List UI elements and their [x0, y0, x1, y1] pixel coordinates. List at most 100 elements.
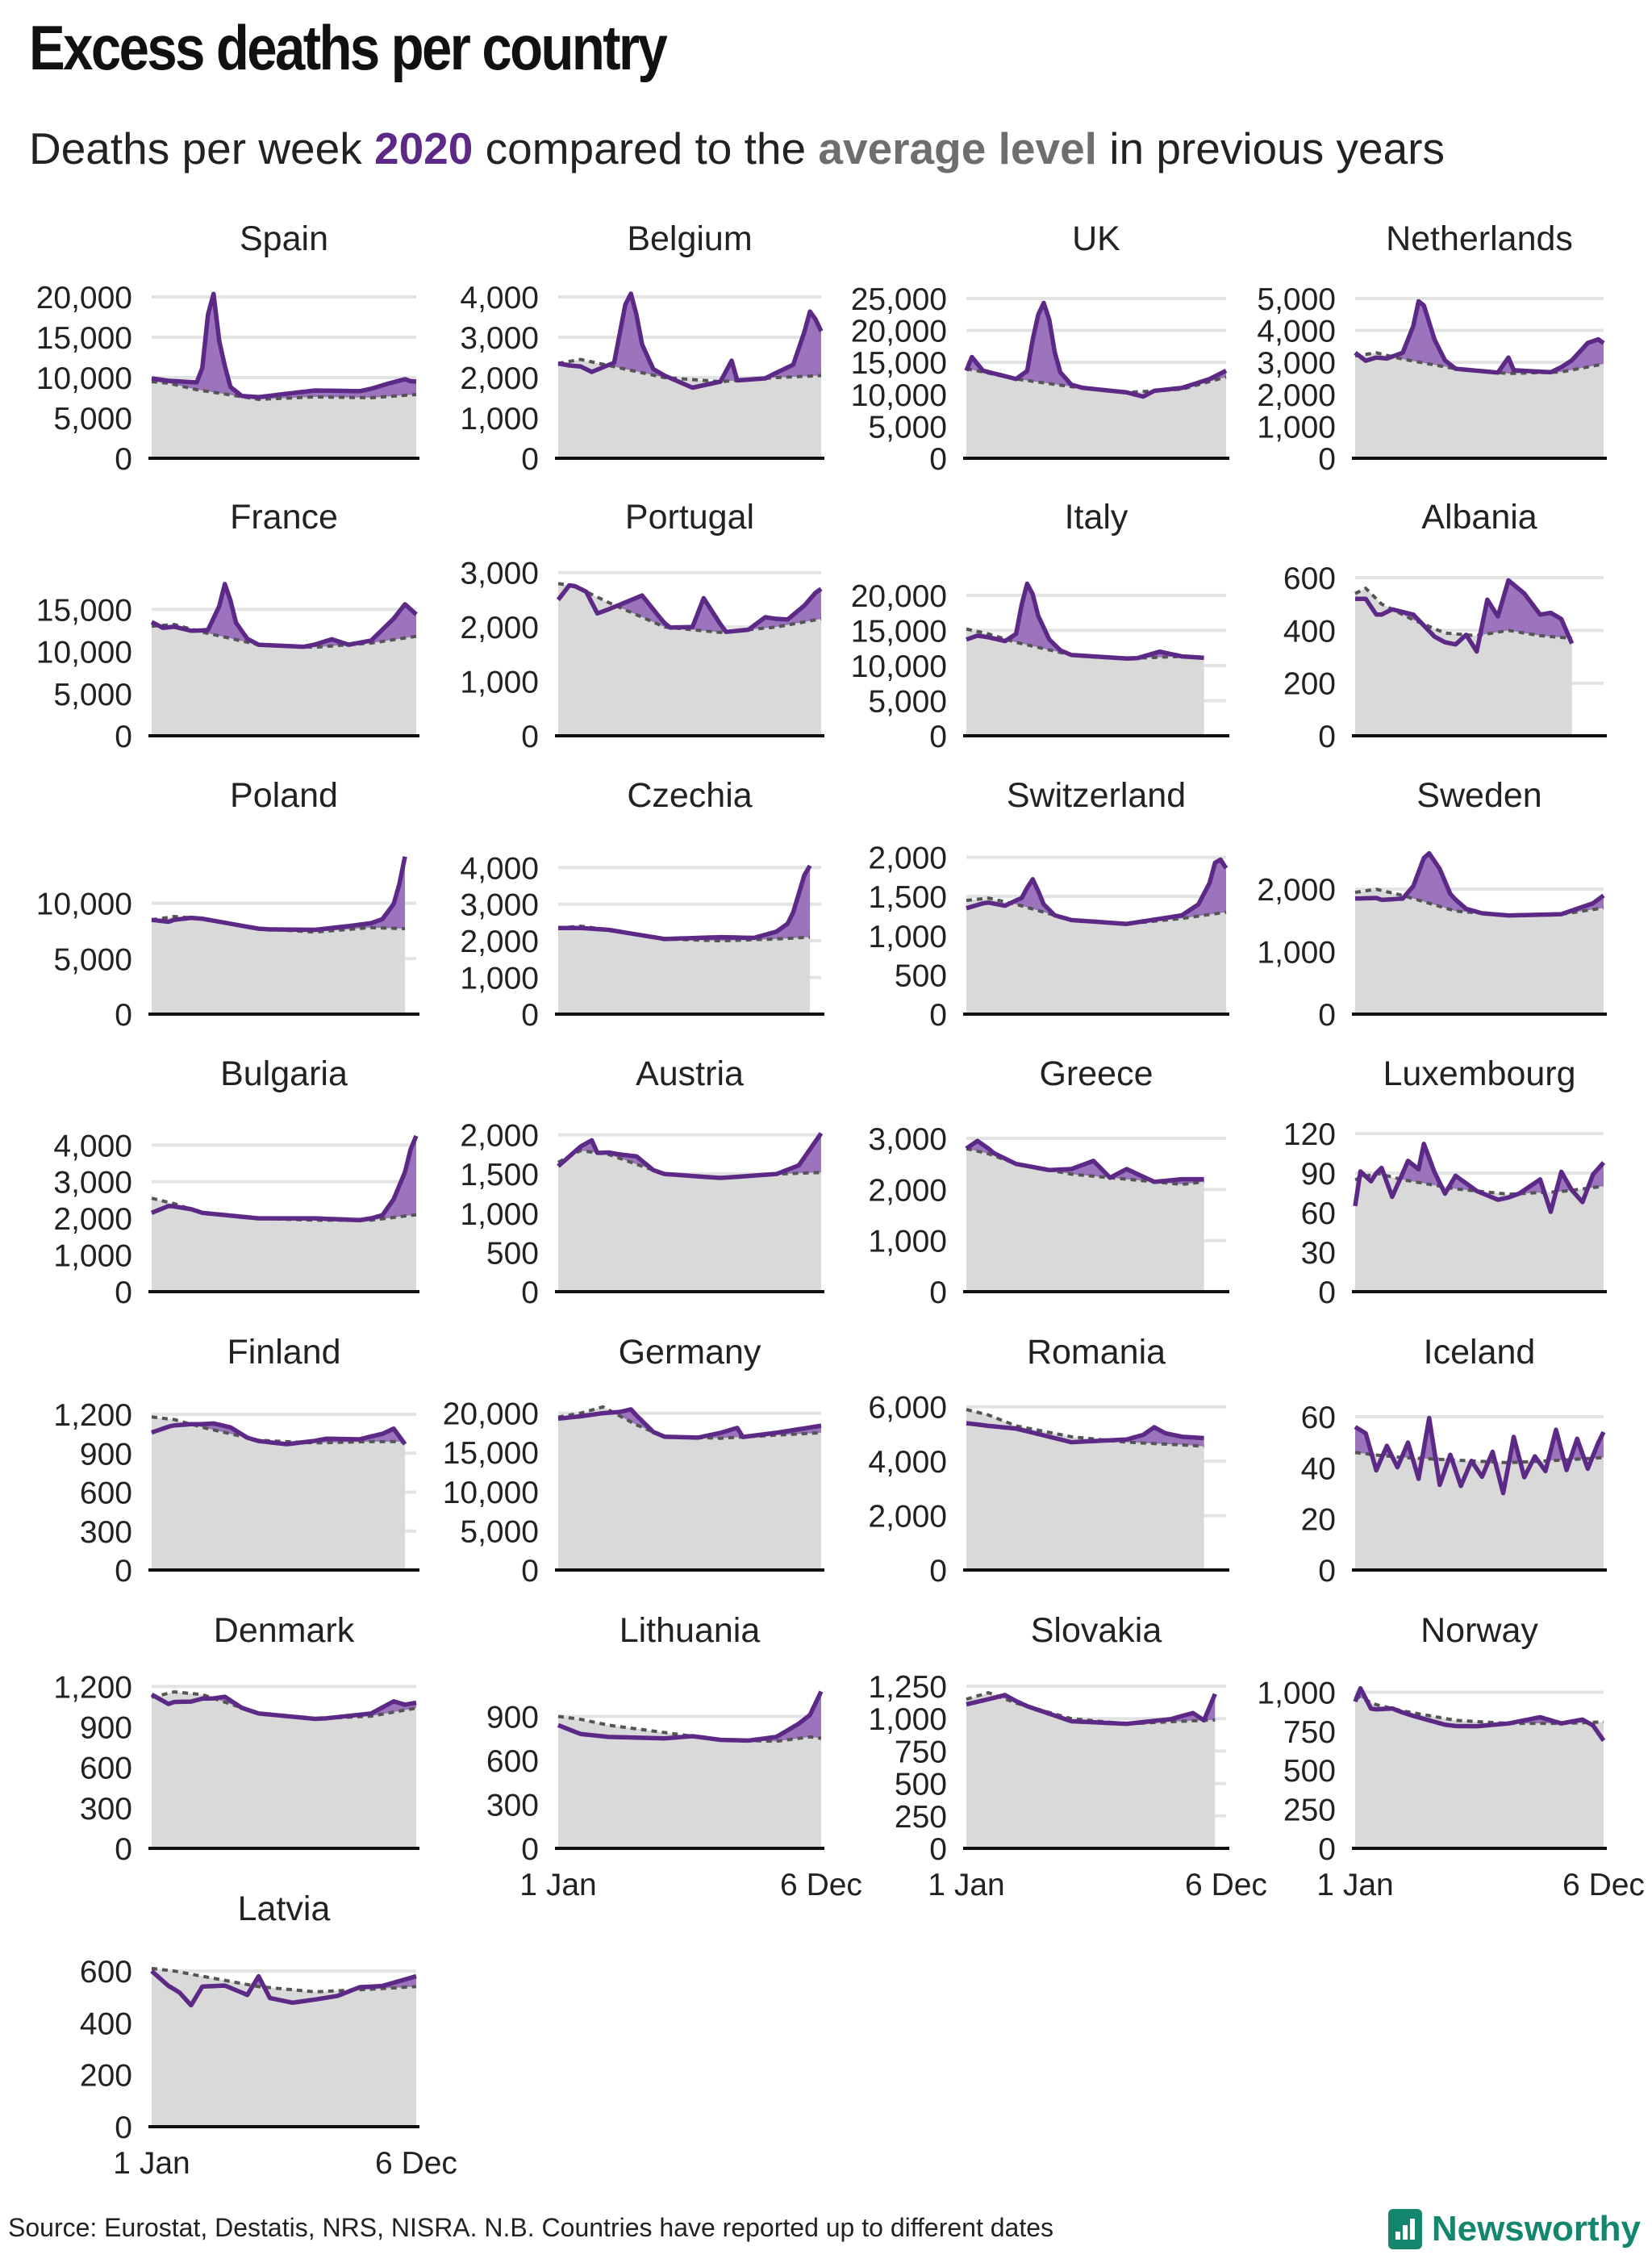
source-note: Source: Eurostat, Destatis, NRS, NISRA. …: [8, 2213, 1054, 2242]
average-level-line: [557, 357, 822, 384]
brand-logo[interactable]: Newsworthy: [1387, 2209, 1641, 2249]
y-tick-label: 3,000: [53, 1166, 132, 1200]
y-tick-label: 10,000: [851, 378, 947, 413]
deaths-2020-line: [1354, 850, 1605, 918]
y-tick-label: 0: [929, 1554, 947, 1589]
y-tick-label: 1,250: [868, 1670, 947, 1705]
y-tick-label: 3,000: [868, 1122, 947, 1157]
y-tick-label: 20,000: [851, 315, 947, 349]
panel-finland: Finland 0 300 600 900 1,200: [53, 1333, 419, 1589]
y-tick-label: 0: [115, 998, 132, 1033]
baseline-area: [1355, 1452, 1604, 1570]
panel-norway: Norway 0 250 500 750 1,000 1 Jan 6 Dec: [1257, 1611, 1645, 1902]
y-tick-label: 600: [80, 1955, 132, 1990]
baseline-area: [152, 917, 406, 1014]
y-tick-label: 1,000: [1257, 1676, 1336, 1710]
y-tick-label: 2,000: [460, 361, 539, 396]
panel-iceland: Iceland 0 20 40 60: [1301, 1333, 1607, 1589]
baseline-area: [966, 1693, 1216, 1848]
y-tick-label: 0: [1318, 998, 1336, 1033]
y-tick-label: 1,000: [1257, 410, 1336, 445]
x-tick-label-start: 1 Jan: [1316, 1868, 1393, 1902]
baseline-area: [152, 1968, 416, 2127]
baseline-area: [152, 1198, 416, 1292]
deaths-2020-line: [558, 864, 812, 942]
deaths-2020-line: [150, 582, 418, 649]
y-tick-label: 30: [1301, 1236, 1336, 1271]
y-tick-label: 1,200: [53, 1398, 132, 1433]
panel-title-latvia: Latvia: [238, 1889, 331, 1928]
panel-germany: Germany 0 5,000 10,000 15,000 20,000: [443, 1333, 824, 1589]
y-tick-label: 900: [80, 1711, 132, 1746]
x-tick-label-start: 1 Jan: [113, 2146, 190, 2181]
y-tick-label: 4,000: [53, 1129, 132, 1163]
y-tick-label: 5,000: [53, 402, 132, 436]
baseline-area: [558, 583, 821, 736]
deaths-2020-line: [151, 1421, 407, 1447]
y-tick-label: 500: [895, 1768, 947, 1802]
y-tick-label: 500: [1283, 1754, 1336, 1789]
y-tick-label: 15,000: [851, 614, 947, 649]
brand-name: Newsworthy: [1431, 2209, 1641, 2249]
panel-title-denmark: Denmark: [214, 1611, 355, 1650]
y-tick-label: 1,000: [460, 1197, 539, 1232]
panel-title-sweden: Sweden: [1416, 776, 1541, 815]
y-tick-label: 1,500: [868, 880, 947, 915]
excess-area: [558, 865, 811, 942]
y-tick-label: 0: [115, 1832, 132, 1867]
y-tick-label: 6,000: [868, 1391, 947, 1426]
y-tick-label: 10,000: [443, 1476, 539, 1510]
deaths-2020-line: [1353, 1142, 1606, 1214]
panel-title-uk: UK: [1072, 219, 1120, 258]
y-tick-label: 15,000: [851, 346, 947, 381]
y-tick-label: 0: [115, 1554, 132, 1589]
y-tick-label: 2,000: [460, 611, 539, 645]
deaths-2020-line: [150, 1134, 419, 1223]
y-tick-label: 400: [1283, 614, 1336, 649]
y-tick-label: 15,000: [36, 321, 132, 356]
baseline-area: [152, 1417, 406, 1570]
y-tick-label: 3,000: [1257, 346, 1336, 381]
y-tick-label: 0: [1318, 1276, 1336, 1310]
y-tick-label: 4,000: [460, 851, 539, 886]
deaths-2020-line: [150, 1692, 417, 1722]
panel-portugal: Portugal 0 1,000 2,000 3,000: [460, 498, 824, 754]
y-tick-label: 1,000: [460, 962, 539, 996]
y-tick-label: 0: [521, 720, 539, 754]
y-tick-label: 0: [929, 998, 947, 1033]
y-tick-label: 0: [521, 1276, 539, 1310]
baseline-area: [966, 1409, 1204, 1570]
y-tick-label: 2,000: [1257, 873, 1336, 908]
subtitle-text-middle: compared to the: [473, 123, 819, 173]
y-tick-label: 20: [1301, 1503, 1336, 1538]
baseline-area: [558, 1150, 821, 1292]
chart-subtitle: Deaths per week 2020 compared to the ave…: [29, 123, 1445, 174]
panel-title-norway: Norway: [1420, 1611, 1538, 1650]
panel-switzerland: Switzerland 0 500 1,000 1,500 2,000: [868, 776, 1229, 1033]
baseline-area: [1355, 588, 1572, 736]
deaths-2020-line: [151, 291, 417, 400]
y-tick-label: 25,000: [851, 282, 947, 317]
baseline-area: [152, 624, 416, 736]
deaths-2020-line: [966, 581, 1204, 661]
subtitle-average: average level: [818, 123, 1097, 173]
y-tick-label: 0: [1318, 1832, 1336, 1867]
baseline-area: [558, 359, 821, 458]
excess-area: [152, 583, 416, 648]
subtitle-year: 2020: [374, 123, 473, 173]
panel-spain: Spain 0 5,000 10,000 15,000 20,000: [36, 219, 419, 477]
baseline-area: [966, 1148, 1204, 1292]
y-tick-label: 5,000: [868, 410, 947, 445]
y-tick-label: 10,000: [36, 361, 132, 396]
panel-title-luxembourg: Luxembourg: [1383, 1054, 1575, 1093]
average-level-line: [557, 582, 822, 634]
panel-title-spain: Spain: [240, 219, 328, 258]
y-tick-label: 10,000: [36, 887, 132, 922]
average-level-line: [557, 1714, 822, 1743]
excess-area: [558, 1406, 821, 1438]
baseline-area: [1355, 889, 1604, 1014]
y-tick-label: 10,000: [36, 636, 132, 670]
